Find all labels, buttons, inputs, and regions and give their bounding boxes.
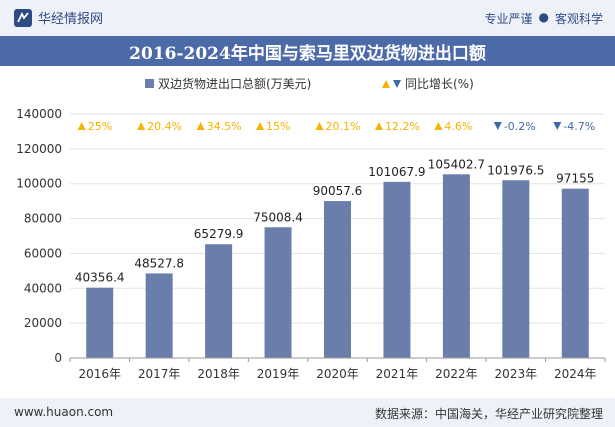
y-tick-label: 140000 [16,107,62,121]
legend-label-growth: 同比增长(%) [405,77,474,91]
bars: 40356.4 48527.8 65279.9 75008.4 90057.6 10106… [75,157,594,358]
x-tick-label: 2019年 [257,367,300,381]
bar [324,201,351,358]
growth-label: 25% [88,120,112,133]
legend-up-triangle-icon [382,80,390,88]
growth-down-triangle-icon [553,122,562,130]
growth-up-triangle-icon [256,122,265,130]
legend-swatch-total [145,79,154,88]
x-axis: 2016年 2017年 2018年 2019年 2020年 2021年 2022年 2023年… [69,357,606,381]
top-bar: 华经情报网 专业严谨 ● 客观科学 [0,0,615,36]
bar [561,188,589,358]
growth-up-triangle-icon [77,122,86,130]
growth-up-triangle-icon [315,122,324,130]
legend-label-total: 双边货物进出口总额(万美元) [158,76,311,91]
bar [383,181,411,358]
growth-labels: 25% 20.4% 34.5% 15% 20.1% 12.2% 4.6% -0.2% -4.7% [77,120,595,133]
growth-label: -4.7% [563,120,595,133]
x-tick-label: 2017年 [138,367,181,381]
tagline-right: 客观科学 [554,12,603,26]
legend-down-triangle-icon [393,80,401,88]
logo-icon [14,8,32,27]
bar-value-label: 90057.6 [313,184,363,198]
tagline-separator: ● [538,10,549,24]
growth-up-triangle-icon [434,122,443,130]
website-link[interactable]: www.huaon.com [14,405,114,419]
bar [86,287,114,358]
x-tick-label: 2021年 [376,367,419,381]
chart-title: 2016-2024年中国与索马里双边货物进出口额 [129,43,486,64]
growth-label: 20.4% [147,120,182,133]
bar-value-label: 48527.8 [134,256,184,270]
x-tick-label: 2022年 [435,367,478,381]
bar-value-label: 75008.4 [253,210,303,224]
growth-label: -0.2% [504,120,536,133]
growth-label: 12.2% [385,120,420,133]
y-tick-label: 60000 [24,246,62,260]
bar-value-label: 97155 [556,172,594,186]
growth-label: 20.1% [326,120,361,133]
tagline: 专业严谨 ● 客观科学 [484,10,603,27]
growth-up-triangle-icon [196,122,205,130]
bar [145,273,173,358]
title-bar: 2016-2024年中国与索马里双边货物进出口额 [0,36,615,66]
bar [205,244,233,358]
growth-up-triangle-icon [137,122,146,130]
x-tick-label: 2023年 [495,367,538,381]
footer: www.huaon.com 数据来源：中国海关，华经产业研究院整理 [0,398,615,427]
bar [442,174,470,358]
growth-up-triangle-icon [374,122,383,130]
bar-value-label: 105402.7 [428,157,485,171]
bar-value-label: 40356.4 [75,271,125,285]
x-tick-label: 2020年 [316,367,359,381]
x-tick-label: 2016年 [78,367,121,381]
growth-label: 15% [266,120,290,133]
y-axis: 0 20000 40000 60000 80000 100000 120000 140000 [16,107,62,365]
growth-down-triangle-icon [493,122,502,130]
bar-value-label: 101067.9 [368,165,425,179]
y-tick-label: 0 [54,351,62,365]
bar [264,227,292,358]
brand-name: 华经情报网 [38,12,104,27]
data-source: 数据来源：中国海关，华经产业研究院整理 [374,407,603,421]
growth-label: 4.6% [444,120,472,133]
growth-label: 34.5% [207,120,242,133]
x-tick-label: 2018年 [197,367,240,381]
bar [502,180,530,358]
tagline-left: 专业严谨 [484,12,533,26]
y-tick-label: 120000 [16,142,62,156]
bar-value-label: 65279.9 [194,227,244,241]
brand[interactable]: 华经情报网 [14,8,103,27]
y-tick-label: 40000 [24,281,62,295]
y-tick-label: 100000 [16,177,62,191]
bar-chart: 双边货物进出口总额(万美元) 同比增长(%) 0 20000 40000 60000 8… [16,76,606,381]
bar-value-label: 101976.5 [487,163,544,177]
y-tick-label: 80000 [24,212,62,226]
y-tick-label: 20000 [24,316,62,330]
x-tick-label: 2024年 [554,367,597,381]
legend: 双边货物进出口总额(万美元) 同比增长(%) [145,76,474,91]
